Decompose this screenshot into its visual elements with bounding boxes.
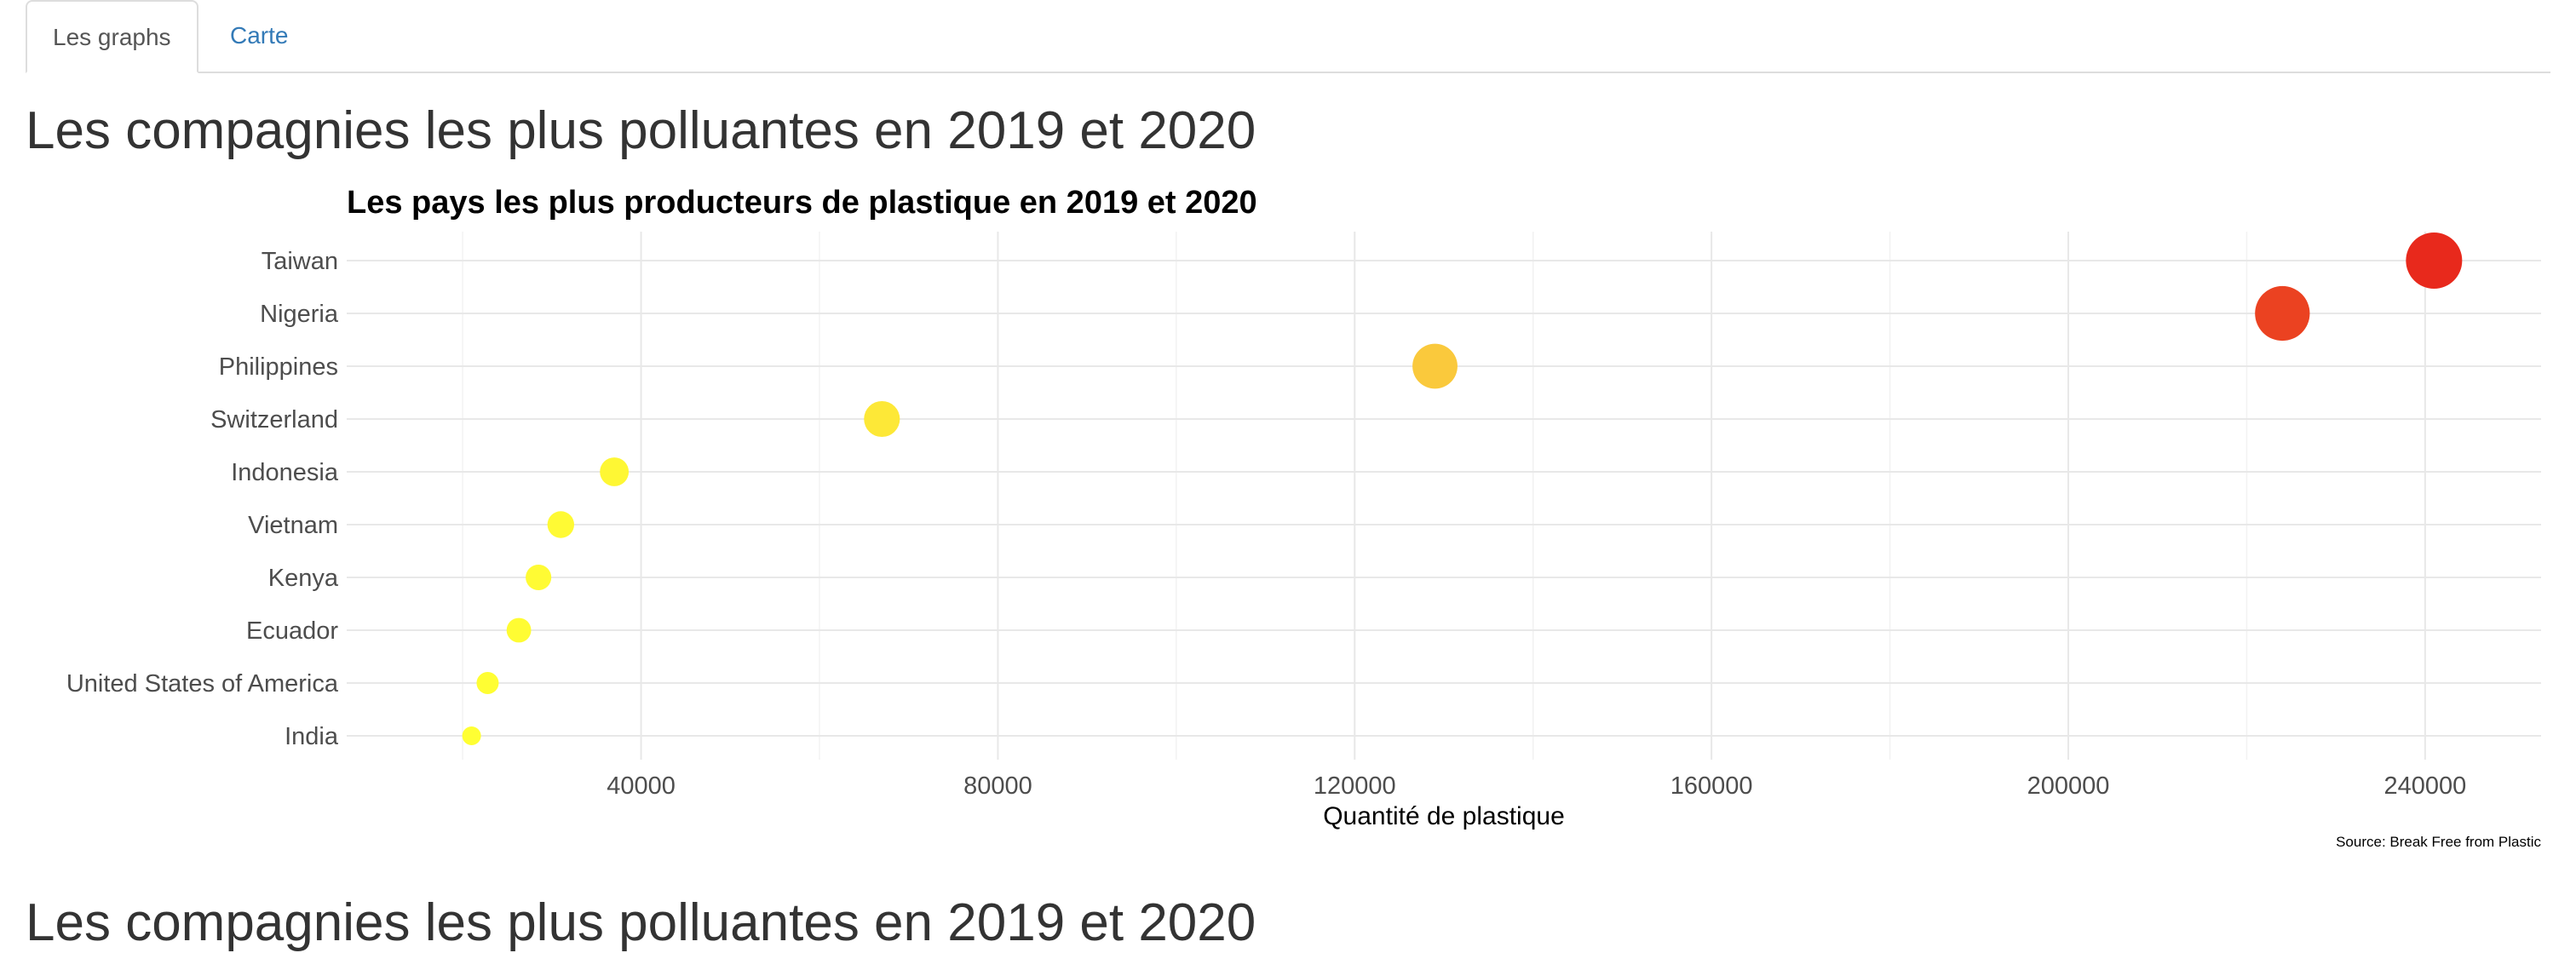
y-tick-label: Kenya [268,565,339,592]
data-point [462,726,481,745]
y-tick-label: Nigeria [260,301,339,328]
tab-carte[interactable]: Carte [230,22,289,49]
section-title-2: Les compagnies les plus polluantes en 20… [26,893,1256,952]
x-tick-label: 240000 [2383,772,2466,800]
chart-title: Les pays les plus producteurs de plastiq… [347,185,1257,221]
x-tick-label: 80000 [963,772,1032,800]
x-axis-labels: 40000 80000 120000 160000 200000 240000 [607,772,2466,800]
x-tick-label: 160000 [1670,772,1753,800]
data-points [462,233,2463,745]
data-point [1412,343,1458,389]
x-axis-title: Quantité de plastique [1323,802,1565,830]
data-point [506,617,532,643]
y-tick-label: United States of America [66,670,339,698]
tab-les-graphs[interactable]: Les graphs [26,0,198,73]
x-tick-label: 120000 [1314,772,1396,800]
data-point [547,511,575,538]
data-point [476,672,499,694]
y-tick-label: Ecuador [246,617,338,645]
y-axis-labels: Taiwan Nigeria Philippines Switzerland Indon… [66,248,339,750]
data-point [600,457,630,486]
data-point [2406,233,2463,289]
y-tick-label: Indonesia [231,459,339,486]
y-tick-label: India [285,723,339,750]
data-point [864,400,900,438]
chart-caption: Source: Break Free from Plastic [2336,834,2541,850]
scatter-chart: Les pays les plus producteurs de plastiq… [66,185,2542,850]
tab-bar: Les graphs Carte [26,0,2550,73]
x-tick-label: 200000 [2027,772,2110,800]
x-tick-label: 40000 [607,772,676,800]
y-tick-label: Philippines [219,353,338,381]
grid [347,232,2541,760]
data-point [2255,285,2310,342]
y-tick-label: Vietnam [248,512,338,539]
data-point [526,564,552,591]
section-title: Les compagnies les plus polluantes en 20… [26,101,1256,160]
y-tick-label: Switzerland [210,406,338,433]
y-tick-label: Taiwan [262,248,338,275]
